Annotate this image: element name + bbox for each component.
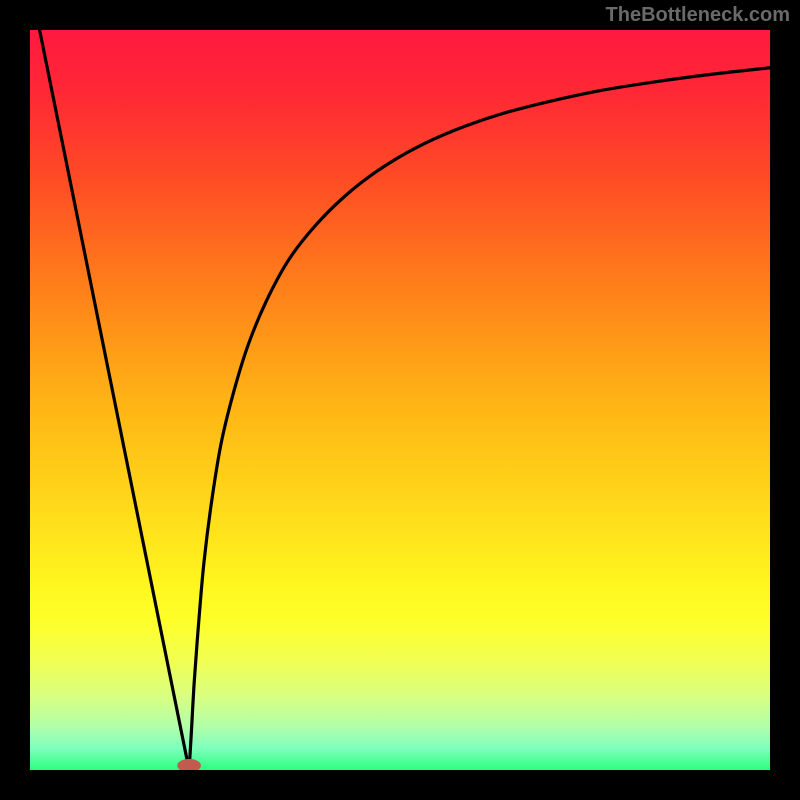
chart-container: TheBottleneck.com — [0, 0, 800, 800]
bottleneck-chart — [30, 30, 770, 770]
gradient-background — [30, 30, 770, 770]
watermark-text: TheBottleneck.com — [606, 4, 790, 27]
plot-area — [30, 30, 770, 770]
